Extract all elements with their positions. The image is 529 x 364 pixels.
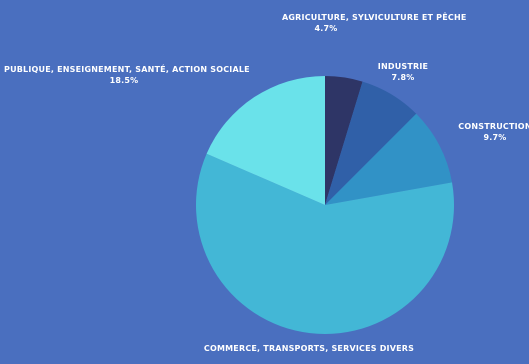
slice-label-agriculture: AGRICULTURE, SYLVICULTURE ET PÊCHE 4.7%	[282, 12, 467, 34]
pie-slice-industrie	[325, 81, 417, 205]
slice-name-construction: CONSTRUCTION	[458, 122, 529, 131]
slice-label-construction: CONSTRUCTION 9.7%	[452, 121, 529, 143]
slice-value-industrie: 7.8%	[391, 73, 415, 82]
slice-name-industrie: INDUSTRIE	[377, 62, 429, 71]
slice-value-construction: 9.7%	[483, 133, 507, 142]
pie-slice-publique	[206, 75, 325, 205]
slice-label-commerce: COMMERCE, TRANSPORTS, SERVICES DIVERS	[185, 343, 433, 354]
pie-slice-commerce	[196, 153, 455, 334]
slice-name-publique: PUBLIQUE, ENSEIGNEMENT, SANTÉ, ACTION SO…	[4, 65, 250, 74]
slice-label-publique: PUBLIQUE, ENSEIGNEMENT, SANTÉ, ACTION SO…	[4, 64, 250, 86]
slice-value-publique: 18.5%	[109, 76, 139, 85]
pie-slice-agriculture	[325, 75, 363, 205]
slice-name-commerce: COMMERCE, TRANSPORTS, SERVICES DIVERS	[203, 344, 415, 353]
slice-name-agriculture: AGRICULTURE, SYLVICULTURE ET PÊCHE	[282, 13, 467, 22]
slice-label-industrie: INDUSTRIE 7.8%	[370, 61, 436, 83]
pie-slice-construction	[325, 113, 453, 205]
slice-value-agriculture: 4.7%	[314, 24, 338, 33]
